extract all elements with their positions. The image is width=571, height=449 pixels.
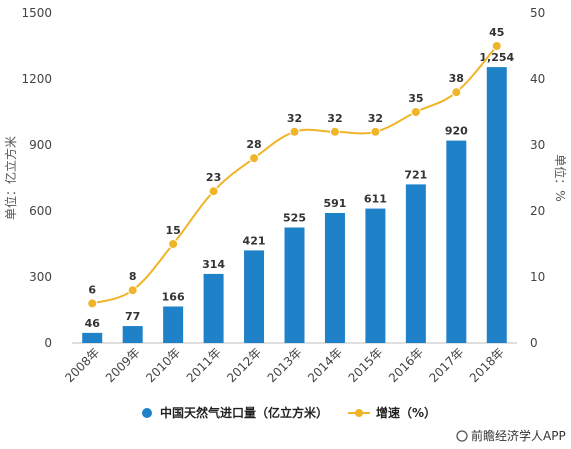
bar xyxy=(405,184,426,343)
growth-value-label: 6 xyxy=(88,283,96,296)
bar-value-label: 166 xyxy=(162,290,185,303)
growth-value-label: 32 xyxy=(287,112,302,125)
growth-value-label: 8 xyxy=(129,270,137,283)
x-tick-label: 2017年 xyxy=(426,345,466,385)
legend-item-growth[interactable]: 增速（%） xyxy=(348,405,436,420)
bar xyxy=(324,212,345,343)
bar xyxy=(284,227,305,343)
growth-point xyxy=(329,126,340,137)
legend-bar-label: 中国天然气进口量（亿立方米） xyxy=(160,405,328,420)
legend-line-label: 增速（%） xyxy=(376,405,436,420)
bar xyxy=(244,250,265,343)
bar-value-label: 421 xyxy=(243,234,266,247)
growth-point xyxy=(410,107,421,117)
growth-value-label: 38 xyxy=(449,72,464,85)
growth-point xyxy=(87,298,98,309)
bar-value-label: 721 xyxy=(404,168,427,181)
bar xyxy=(486,67,507,344)
bar xyxy=(203,273,224,343)
bar xyxy=(365,208,386,343)
x-tick-label: 2010年 xyxy=(143,345,183,385)
y-left-axis-title: 单位：亿立方米 xyxy=(3,136,18,220)
growth-point xyxy=(208,186,219,197)
bar-value-label: 77 xyxy=(125,310,140,323)
bar-value-label: 314 xyxy=(202,258,225,271)
growth-point xyxy=(168,239,179,249)
bars: 46 77 166 314 421 525 591 611 721 920 1,254 xyxy=(82,51,515,344)
x-tick-label: 2008年 xyxy=(62,345,102,385)
growth-value-label: 35 xyxy=(408,92,423,105)
x-tick-label: 2014年 xyxy=(305,345,345,385)
legend: 中国天然气进口量（亿立方米） 增速（%） xyxy=(142,405,436,420)
legend-bar-marker xyxy=(142,408,152,418)
bar xyxy=(122,326,143,343)
y-left-tick-label: 1200 xyxy=(21,72,52,86)
growth-point xyxy=(491,41,502,51)
growth-value-label: 45 xyxy=(489,26,504,39)
y-right-tick-label: 50 xyxy=(530,6,545,20)
y-left-tick-label: 600 xyxy=(29,204,52,218)
x-tick-label: 2009年 xyxy=(103,345,143,385)
bar-value-label: 611 xyxy=(364,193,387,206)
y-left-tick-label: 900 xyxy=(29,138,52,152)
y-left-ticks: 0 300 600 900 1200 1500 xyxy=(21,6,52,350)
bar xyxy=(82,332,103,343)
source-credit: 前瞻经济学人APP xyxy=(456,428,566,443)
x-tick-label: 2011年 xyxy=(184,345,224,385)
growth-value-label: 32 xyxy=(368,112,383,125)
bar-value-label: 525 xyxy=(283,212,306,225)
at-icon xyxy=(456,430,468,442)
legend-item-imports[interactable]: 中国天然气进口量（亿立方米） xyxy=(142,405,328,420)
bar xyxy=(163,306,184,343)
x-tick-label: 2016年 xyxy=(386,345,426,385)
growth-value-label: 28 xyxy=(246,138,261,151)
growth-point xyxy=(289,126,300,137)
y-right-tick-label: 20 xyxy=(530,204,545,218)
growth-line: 6 8 15 23 28 32 32 32 35 38 45 xyxy=(87,26,504,309)
y-right-tick-label: 40 xyxy=(530,72,545,86)
y-right-ticks: 0 10 20 30 40 50 xyxy=(530,6,545,350)
growth-value-label: 32 xyxy=(327,112,342,125)
growth-point xyxy=(451,87,462,98)
bar-value-label: 1,254 xyxy=(479,51,514,64)
growth-point xyxy=(249,153,260,164)
growth-point xyxy=(370,126,381,137)
growth-value-label: 15 xyxy=(165,224,180,237)
y-left-tick-label: 300 xyxy=(29,270,52,284)
bar xyxy=(446,140,467,343)
growth-point xyxy=(127,285,138,296)
y-right-tick-label: 10 xyxy=(530,270,545,284)
legend-line-dot xyxy=(355,409,363,417)
y-right-axis-title: 单位：% xyxy=(553,154,568,201)
growth-value-label: 23 xyxy=(206,171,221,184)
bar-value-label: 920 xyxy=(445,125,468,138)
y-right-tick-label: 30 xyxy=(530,138,545,152)
x-tick-label: 2013年 xyxy=(265,345,305,385)
x-ticks: 2008年 2009年 2010年 2011年 2012年 2013年 2014年 2015年… xyxy=(62,345,507,385)
x-tick-label: 2015年 xyxy=(346,345,386,385)
x-tick-label: 2018年 xyxy=(467,345,507,385)
y-right-tick-label: 0 xyxy=(530,336,538,350)
x-tick-label: 2012年 xyxy=(224,345,264,385)
y-left-tick-label: 1500 xyxy=(21,6,52,20)
bar-value-label: 46 xyxy=(85,317,101,330)
y-left-tick-label: 0 xyxy=(44,336,52,350)
bar-value-label: 591 xyxy=(323,197,346,210)
source-label: 前瞻经济学人APP xyxy=(471,428,566,443)
